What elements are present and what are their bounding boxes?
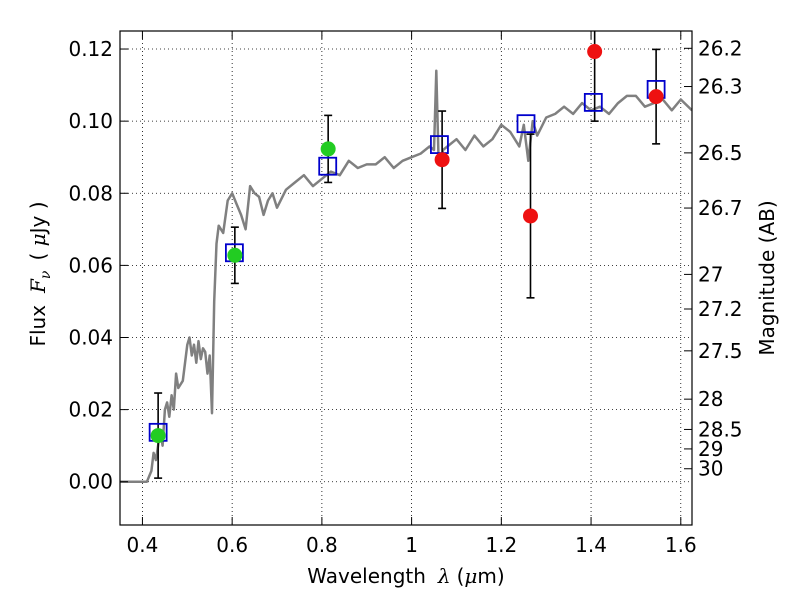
observed-flux-point — [587, 44, 603, 60]
x-tick-label: 1.6 — [665, 533, 697, 557]
magnitude-tick-label: 27.2 — [698, 297, 743, 321]
magnitude-tick-label: 29 — [698, 437, 723, 461]
y-tick-label: 0.04 — [68, 325, 113, 349]
grid-lines — [120, 31, 692, 525]
data-series — [120, 31, 692, 483]
y-axis-title: FluxFν( μJy ) — [26, 201, 54, 346]
x-tick-label: 1.4 — [575, 533, 607, 557]
magnitude-tick-label: 28 — [698, 387, 723, 411]
observed-flux-point — [227, 247, 243, 263]
observed-flux-point — [434, 152, 450, 168]
x-tick-label: 1 — [405, 533, 418, 557]
x-tick-label: 0.4 — [127, 533, 159, 557]
magnitude-axis-title: Magnitude (AB) — [755, 200, 779, 355]
x-tick-label: 1.2 — [485, 533, 517, 557]
x-axis-title: Wavelength λ (μm) — [307, 564, 504, 588]
observed-flux-point — [648, 89, 664, 105]
model-photometry-square — [516, 114, 536, 134]
observed-flux-point — [522, 208, 538, 224]
magnitude-tick-label: 26.3 — [698, 75, 743, 99]
axis-ticks: 0.4 0.6 0.8 1 1.2 1.4 1.6 0.00 0.02 0.04 0.06 0.08 0… — [68, 31, 743, 557]
observed-flux-point — [150, 428, 166, 444]
model-photometry-square — [583, 92, 603, 112]
y-tick-label: 0.08 — [68, 181, 113, 205]
model-spectrum-line — [120, 69, 692, 483]
magnitude-tick-label: 30 — [698, 457, 723, 481]
x-tick-label: 0.8 — [306, 533, 338, 557]
y-tick-label: 0.06 — [68, 253, 113, 277]
y-tick-label: 0.10 — [68, 109, 113, 133]
magnitude-tick-label: 26.5 — [698, 141, 743, 165]
magnitude-tick-label: 26.7 — [698, 196, 743, 220]
y-tick-label: 0.02 — [68, 398, 113, 422]
magnitude-tick-label: 26.2 — [698, 36, 743, 60]
observed-flux-point — [320, 141, 336, 157]
magnitude-tick-label: 28.5 — [698, 417, 743, 441]
y-tick-label: 0.12 — [68, 37, 113, 61]
y-tick-label: 0.00 — [68, 470, 113, 494]
model-photometry-square — [318, 156, 338, 176]
plot-frame — [119, 30, 693, 526]
x-tick-label: 0.6 — [216, 533, 248, 557]
magnitude-tick-label: 27.5 — [698, 339, 743, 363]
magnitude-tick-label: 27 — [698, 262, 723, 286]
